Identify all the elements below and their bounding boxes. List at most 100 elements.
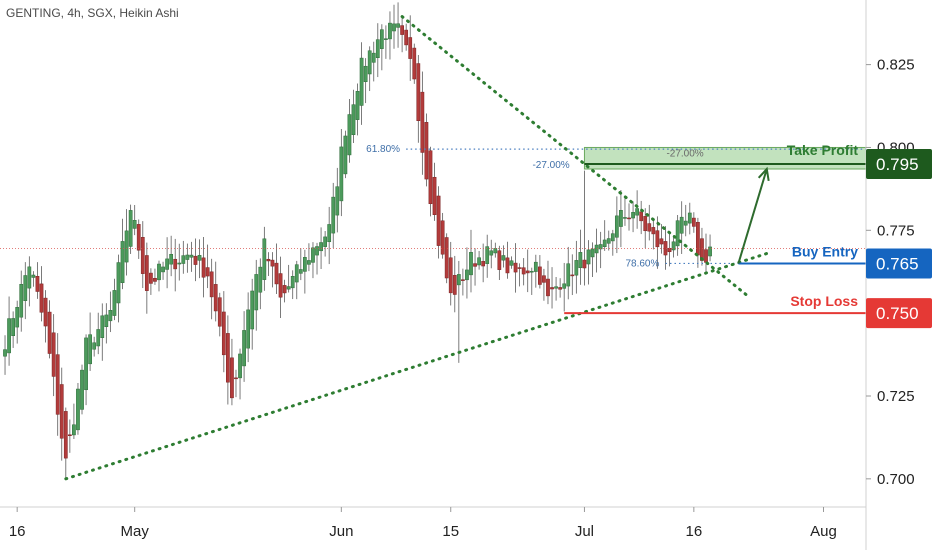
candle-body xyxy=(465,269,469,281)
candle-body xyxy=(335,186,340,216)
candle-body xyxy=(185,254,190,260)
candle-body xyxy=(574,260,579,276)
candle-body xyxy=(501,255,506,261)
candle-body xyxy=(193,255,198,265)
candle-body xyxy=(323,236,327,247)
candle-body xyxy=(671,241,676,251)
candle-body xyxy=(250,290,255,330)
candle-body xyxy=(582,259,587,269)
candle-body xyxy=(619,210,623,227)
candle-body xyxy=(59,384,64,439)
candle-body xyxy=(31,274,36,278)
candle-body xyxy=(606,238,611,244)
candle-body xyxy=(704,249,708,263)
candle-body xyxy=(43,297,48,327)
candle-body xyxy=(347,114,352,156)
candle-body xyxy=(623,217,627,219)
candle-body xyxy=(84,337,88,391)
target-arrow-shaft xyxy=(737,168,768,264)
candle-body xyxy=(217,297,222,327)
candle-body xyxy=(521,267,526,275)
candle-body xyxy=(412,47,417,80)
candle-body xyxy=(655,230,660,248)
candle-body xyxy=(331,196,336,234)
candle-body xyxy=(63,411,68,459)
candle-body xyxy=(242,330,246,367)
candle-body xyxy=(286,286,291,290)
candle-body xyxy=(375,39,380,58)
candle-body xyxy=(517,267,522,269)
candle-body xyxy=(51,332,56,377)
candle-body xyxy=(473,263,477,267)
candle-body xyxy=(683,220,688,226)
candle-body xyxy=(92,342,97,350)
candle-body xyxy=(533,261,538,272)
candle-body xyxy=(266,258,271,262)
candle-body xyxy=(440,220,445,255)
x-tick-label: Aug xyxy=(810,523,837,540)
candle-body xyxy=(392,23,396,32)
price-tag-label: 0.795 xyxy=(876,155,919,174)
candle-body xyxy=(614,215,619,238)
candle-body xyxy=(140,237,145,274)
candle-body xyxy=(396,23,400,28)
candle-body xyxy=(444,237,449,279)
candle-body xyxy=(169,254,174,265)
candle-body xyxy=(76,388,80,431)
x-axis-ticks: 16 May Jun 15 Jul 16 Aug xyxy=(9,507,837,540)
candle-body xyxy=(72,424,76,436)
candle-body xyxy=(39,283,44,313)
candle-body xyxy=(258,266,263,293)
candle-body xyxy=(542,275,546,283)
candle-body xyxy=(428,150,433,205)
candle-body xyxy=(197,255,202,261)
candle-body xyxy=(254,274,259,311)
candle-body xyxy=(290,276,295,289)
zone-percent-label-left: -27.00% xyxy=(532,160,569,171)
candle-body xyxy=(452,275,457,295)
candle-body xyxy=(307,260,311,265)
candle-body xyxy=(379,29,384,49)
candle-body xyxy=(610,233,615,242)
candle-body xyxy=(67,434,72,437)
y-tick-label: 0.700 xyxy=(877,471,915,488)
candle-body xyxy=(355,90,360,120)
candle-body xyxy=(639,211,644,222)
candle-body xyxy=(80,369,84,410)
candle-body xyxy=(529,270,534,273)
candle-body xyxy=(436,195,441,246)
candle-body xyxy=(189,254,194,258)
price-tag-box xyxy=(866,298,932,329)
candle-body xyxy=(687,212,692,224)
candle-body xyxy=(631,212,635,219)
x-tick-label: 16 xyxy=(9,523,26,540)
candle-body xyxy=(420,91,425,153)
price-tag-label: 0.750 xyxy=(876,304,919,323)
overlays-group: -27.00% -27.00% 61.80% 78.60% Take Profit Buy… xyxy=(0,15,867,481)
level-label-buy-entry: Buy Entry xyxy=(792,243,858,259)
candle-body xyxy=(136,224,141,251)
price-tag-label: 0.765 xyxy=(876,254,919,273)
candle-body xyxy=(546,278,550,297)
candle-body xyxy=(602,239,607,247)
candle-body xyxy=(298,269,303,274)
candle-body xyxy=(679,216,684,234)
candle-body xyxy=(578,252,583,269)
candle-body xyxy=(351,104,356,135)
candle-body xyxy=(554,286,558,289)
candle-body xyxy=(586,249,591,265)
candle-body xyxy=(7,318,11,354)
candle-body xyxy=(691,217,696,227)
candle-body xyxy=(112,290,117,316)
y-tick-label: 0.825 xyxy=(877,57,915,74)
candle-body xyxy=(359,57,364,106)
candle-body xyxy=(651,227,656,235)
candle-body xyxy=(209,271,214,298)
candle-body xyxy=(238,353,242,379)
candle-body xyxy=(659,238,664,245)
candle-body xyxy=(400,25,404,35)
candle-body xyxy=(339,146,344,202)
candle-body xyxy=(643,216,648,232)
candle-body xyxy=(15,307,20,328)
